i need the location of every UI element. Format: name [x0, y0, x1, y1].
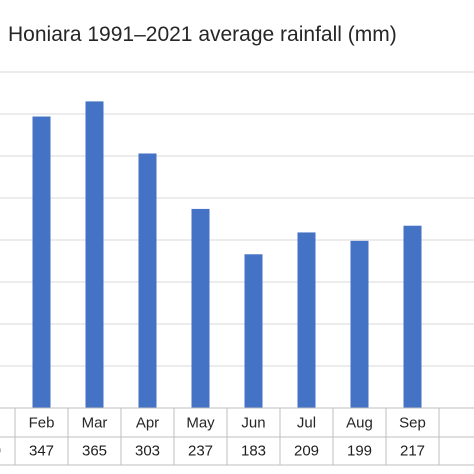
bar-jun — [244, 254, 263, 408]
data-label: 209 — [294, 443, 319, 460]
bars — [32, 101, 422, 409]
data-label: 183 — [241, 443, 266, 460]
data-label: 199 — [347, 443, 372, 460]
x-tick-label: Jul — [297, 415, 316, 432]
bar-apr — [138, 153, 157, 408]
chart-title: Honiara 1991–2021 average rainfall (mm) — [8, 23, 397, 46]
data-label: 365 — [82, 443, 107, 460]
data-label: 303 — [135, 443, 160, 460]
x-tick-label: Sep — [399, 415, 426, 432]
data-table: Jan 380 Feb 347 Mar 365 Apr 303 May 237 Jun 183 Jul 2… — [0, 407, 474, 466]
bar-mar — [85, 101, 104, 409]
data-label: 217 — [400, 443, 425, 460]
data-label: 380 — [0, 443, 1, 460]
x-tick-label: May — [186, 415, 215, 432]
bar-sep — [403, 225, 422, 408]
bar-may — [191, 208, 210, 408]
bar-aug — [350, 240, 369, 408]
x-tick-label: Mar — [82, 415, 108, 432]
gridlines — [0, 71, 474, 367]
data-label: 237 — [188, 443, 213, 460]
bar-jul — [297, 232, 316, 408]
data-label: 347 — [29, 443, 54, 460]
x-tick-label: Apr — [136, 415, 159, 432]
bar-feb — [32, 116, 51, 409]
x-tick-label: Aug — [346, 415, 373, 432]
x-tick-label: Jan — [0, 415, 1, 432]
x-tick-label: Feb — [29, 415, 55, 432]
x-tick-label: Jun — [241, 415, 265, 432]
